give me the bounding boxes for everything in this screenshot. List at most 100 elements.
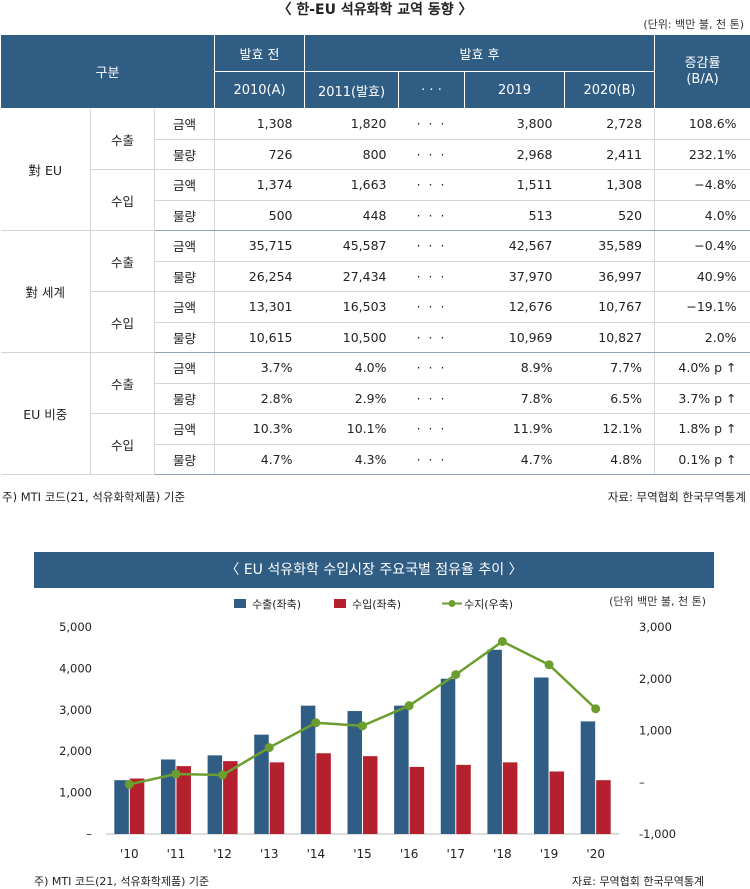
legend-swatch xyxy=(334,599,346,608)
bar-export xyxy=(300,705,316,834)
bar-export xyxy=(580,721,596,834)
table-row: 수입 금액 10.3% 10.1% · · · 11.9% 12.1% 1.8% p ↑ xyxy=(1,413,750,475)
value-2010: 1,374 xyxy=(214,169,305,201)
value-2010: 4.7% xyxy=(214,444,305,475)
value-rate: −0.4% xyxy=(654,230,750,262)
value-2019: 8.9% xyxy=(464,352,565,384)
bar-import xyxy=(502,762,518,834)
value-2019: 7.8% xyxy=(464,383,565,414)
value-2011: 1,820 xyxy=(304,108,399,140)
value-2019: 10,969 xyxy=(464,322,565,353)
table-body: 對 EU 수출 금액 1,308 1,820 · · · 3,800 2,728 108.6% 물… xyxy=(0,108,750,475)
value-2011: 10,500 xyxy=(304,322,399,353)
metric-label: 물량 xyxy=(154,261,216,292)
metric-label: 금액 xyxy=(154,291,216,323)
value-2019: 1,511 xyxy=(464,169,565,201)
value-2020: 1,308 xyxy=(564,169,655,201)
header-rate: 증감률 (B/A) xyxy=(654,34,750,109)
bar-export xyxy=(160,759,176,834)
value-dots: · · · xyxy=(398,261,465,292)
metric-label: 금액 xyxy=(154,352,216,384)
x-tick-label: '11 xyxy=(167,847,186,861)
balance-line xyxy=(129,640,597,786)
x-tick-label: '14 xyxy=(307,847,326,861)
bar-export xyxy=(114,780,129,834)
value-2020: 10,767 xyxy=(564,291,655,323)
sub-label: 수입 xyxy=(90,169,155,231)
value-2010: 10.3% xyxy=(214,413,305,445)
value-2020: 12.1% xyxy=(564,413,655,445)
value-2020: 7.7% xyxy=(564,352,655,384)
value-rate: 108.6% xyxy=(654,108,750,140)
bar-import xyxy=(176,766,191,834)
value-dots: · · · xyxy=(398,444,465,475)
value-2010: 13,301 xyxy=(214,291,305,323)
value-rate: 232.1% xyxy=(654,139,750,170)
x-tick-label: '19 xyxy=(540,847,559,861)
metric-label: 물량 xyxy=(154,139,216,170)
table-unit: (단위: 백만 불, 천 톤) xyxy=(643,18,744,31)
x-tick-label: '18 xyxy=(493,847,512,861)
legend-label: 수출(좌축) xyxy=(252,598,301,611)
y-left-tick-label: 2,000 xyxy=(59,744,92,758)
bar-import xyxy=(363,756,378,834)
sub-label: 수입 xyxy=(90,291,155,353)
value-2019: 37,970 xyxy=(464,261,565,292)
value-dots: · · · xyxy=(398,169,465,201)
balance-point xyxy=(171,769,181,779)
value-rate: 2.0% xyxy=(654,322,750,353)
chart-source: 자료: 무역협회 한국무역통계 xyxy=(572,875,705,888)
value-2019: 42,567 xyxy=(464,230,565,262)
value-2020: 520 xyxy=(564,200,655,231)
y-right-tick-label: – xyxy=(639,775,645,789)
value-dots: · · · xyxy=(398,383,465,414)
metric-label: 금액 xyxy=(154,230,216,262)
sub-label: 수입 xyxy=(90,413,155,475)
value-rate: 40.9% xyxy=(654,261,750,292)
table-row: 물량 726 800 · · · 2,968 2,411 232.1% xyxy=(1,139,750,170)
combo-chart: (단위 백만 불, 천 톤) 수출(좌축) 수입(좌축) 수지(우축) – 1,000 2,… xyxy=(59,594,706,861)
value-rate: 1.8% p ↑ xyxy=(654,413,750,445)
value-2019: 12,676 xyxy=(464,291,565,323)
balance-point xyxy=(591,704,601,714)
value-2011: 448 xyxy=(304,200,399,231)
value-2010: 500 xyxy=(214,200,305,231)
table-source: 자료: 무역협회 한국무역통계 xyxy=(607,490,746,504)
balance-point xyxy=(218,770,228,780)
header-col-2011: 2011(발효) xyxy=(304,71,400,109)
balance-point xyxy=(544,660,554,670)
bar-export xyxy=(534,677,549,834)
value-dots: · · · xyxy=(398,230,465,262)
legend-marker xyxy=(448,600,456,607)
group-label: 對 세계 xyxy=(0,230,91,353)
table-row: 물량 26,254 27,434 · · · 37,970 36,997 40.9% xyxy=(1,261,750,292)
value-2020: 2,728 xyxy=(564,108,655,140)
value-rate: −4.8% xyxy=(654,169,750,201)
metric-label: 금액 xyxy=(154,413,216,445)
value-dots: · · · xyxy=(398,413,465,445)
value-2020: 2,411 xyxy=(564,139,655,170)
x-tick-label: '17 xyxy=(446,847,465,861)
bar-import xyxy=(223,761,238,834)
balance-point xyxy=(497,636,507,646)
bar-export xyxy=(440,678,456,834)
header-rate-label: 증감률 (B/A) xyxy=(684,55,721,87)
value-2010: 2.8% xyxy=(214,383,305,414)
bar-export xyxy=(254,734,269,834)
value-2010: 26,254 xyxy=(214,261,305,292)
x-tick-label: '15 xyxy=(353,847,372,861)
metric-label: 물량 xyxy=(154,383,216,414)
group-label: EU 비중 xyxy=(0,352,91,475)
balance-point xyxy=(358,721,367,731)
value-2011: 16,503 xyxy=(304,291,399,323)
value-2019: 3,800 xyxy=(464,108,565,140)
x-tick-label: '16 xyxy=(400,847,419,861)
chart-unit: (단위 백만 불, 천 톤) xyxy=(609,594,706,608)
sub-label: 수출 xyxy=(90,352,155,414)
header-before: 발효 전 xyxy=(214,34,306,72)
value-2020: 10,827 xyxy=(564,322,655,353)
metric-label: 물량 xyxy=(154,200,216,231)
table-row: 수입 금액 13,301 16,503 · · · 12,676 10,767 −19.1% xyxy=(1,291,750,353)
value-2010: 3.7% xyxy=(214,352,305,384)
bar-import xyxy=(129,778,145,834)
